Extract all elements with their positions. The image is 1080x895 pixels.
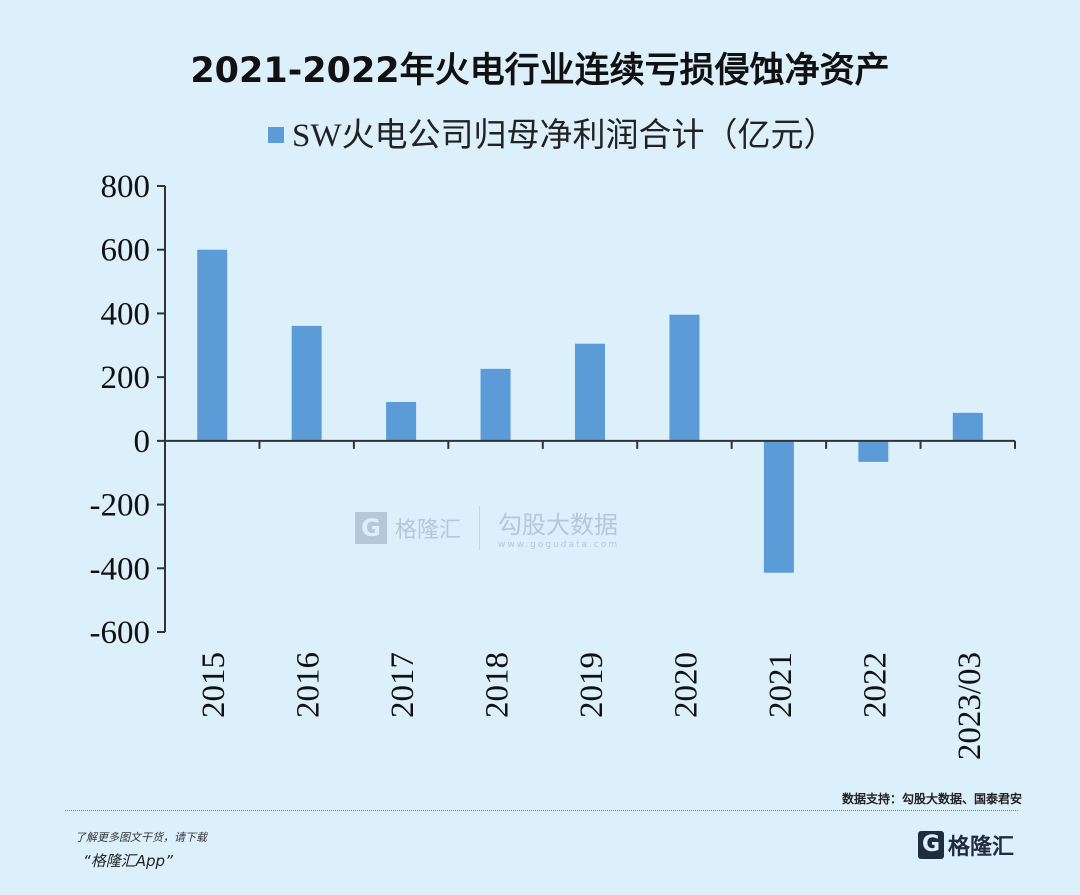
y-tick-label: 200 [101,360,151,396]
bar-2016 [291,325,322,441]
x-tick-label: 2022 [857,652,893,718]
x-tick-label: 2023/03 [952,652,988,760]
logo-icon: G [917,831,944,859]
bar-2018 [480,368,511,441]
bar-2015 [197,249,228,441]
x-tick-label: 2018 [480,652,516,718]
y-tick-label: -400 [90,551,151,587]
logo-text: 格隆汇 [947,835,1014,860]
x-tick-label: 2019 [574,652,610,718]
y-tick-label: 800 [101,169,151,205]
bar-2017 [386,401,417,441]
bar-2020 [669,314,700,441]
bar-2021 [763,440,794,573]
watermark-url: www.gogudata.com [498,540,620,550]
y-tick-label: 600 [101,233,151,269]
x-tick-label: 2017 [385,652,421,718]
y-tick-label: 0 [134,424,151,460]
y-tick-label: 400 [101,296,151,332]
x-tick-label: 2015 [196,652,232,718]
legend-swatch [268,127,284,143]
bar-chart: SW火电公司归母净利润合计（亿元） 800 600 400 200 0 -200 -400 -6… [90,117,1016,760]
watermark-divider [479,505,481,550]
data-source: 数据支持：勾股大数据、国泰君安 [841,792,1022,806]
watermark: G 格隆汇 勾股大数据 www.gogudata.com [355,505,619,550]
chart-title: 2021-2022年火电行业连续亏损侵蚀净资产 [190,51,890,91]
bar-2023/03 [952,412,983,441]
promo-text: 了解更多图文干货，请下载 [75,831,207,844]
bar-2022 [858,440,889,462]
watermark-logo-icon: G [355,511,387,544]
promo-app-name: “格隆汇App” [83,852,173,870]
brand-logo: G 格隆汇 [917,829,1014,861]
bar-2019 [575,343,605,441]
y-tick-label: -200 [90,488,151,524]
watermark-right: 勾股大数据 [498,511,619,539]
legend-label: SW火电公司归母净利润合计（亿元） [292,117,837,154]
y-tick-label: -600 [90,615,151,651]
x-tick-label: 2016 [291,652,327,718]
x-tick-label: 2021 [763,652,799,718]
x-tick-label: 2020 [668,652,704,718]
watermark-left: 格隆汇 [395,517,462,543]
footer-divider [65,810,1018,811]
